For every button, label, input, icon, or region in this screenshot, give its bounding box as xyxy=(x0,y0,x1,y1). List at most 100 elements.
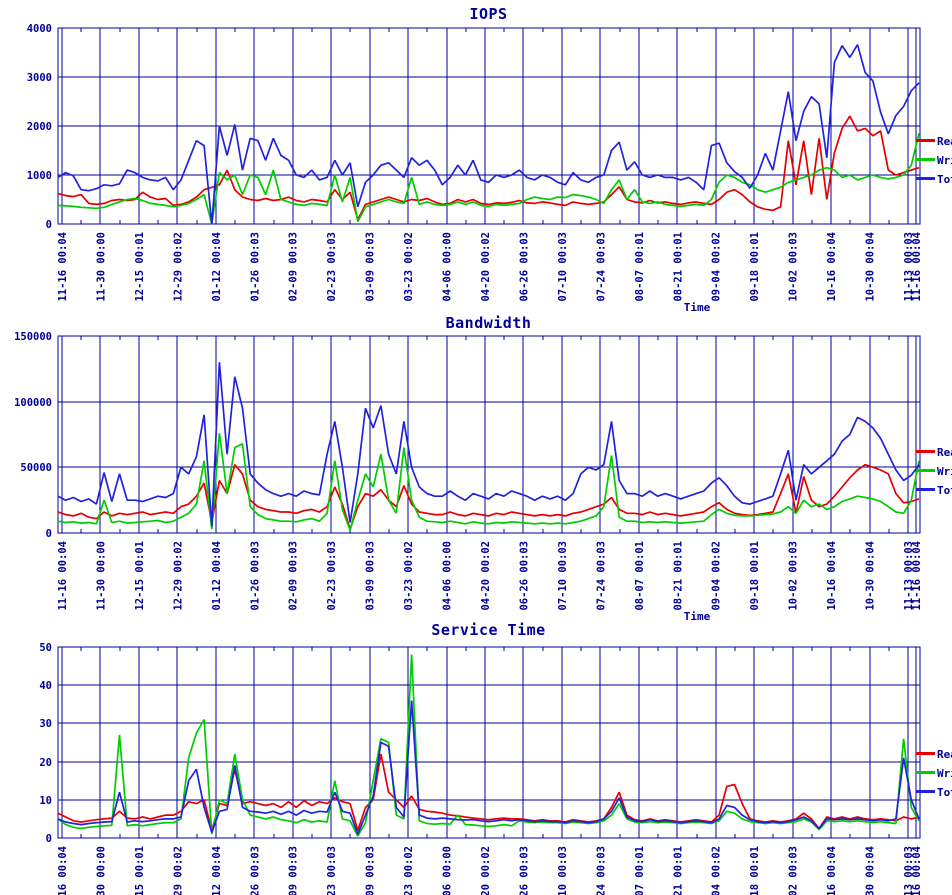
legend-item-write-bandwidth: Write xyxy=(916,466,952,478)
svg-text:07-10 00:03: 07-10 00:03 xyxy=(557,846,569,895)
legend-label-write: Write xyxy=(937,154,952,167)
svg-text:08-07 00:01: 08-07 00:01 xyxy=(634,232,646,302)
svg-text:3000: 3000 xyxy=(27,72,52,84)
svg-text:0: 0 xyxy=(46,219,52,231)
svg-text:09-18 00:01: 09-18 00:01 xyxy=(749,846,761,895)
svg-text:10-30 00:04: 10-30 00:04 xyxy=(865,846,877,895)
svg-text:12-15 00:01: 12-15 00:01 xyxy=(134,541,146,611)
svg-text:12-15 00:01: 12-15 00:01 xyxy=(134,232,146,302)
svg-text:50000: 50000 xyxy=(20,462,52,474)
legend-item-write-iops: Write xyxy=(916,155,952,167)
svg-text:09-04 00:02: 09-04 00:02 xyxy=(711,846,723,895)
legend-item-read-service-time: Read xyxy=(916,749,952,761)
svg-text:10-02 00:03: 10-02 00:03 xyxy=(788,232,800,302)
chart-title-service-time: Service Time xyxy=(431,621,546,639)
svg-text:01-26 00:03: 01-26 00:03 xyxy=(249,846,261,895)
svg-text:11-30 00:00: 11-30 00:00 xyxy=(95,541,107,611)
svg-text:100000: 100000 xyxy=(14,397,52,409)
read-line-swatch-icon xyxy=(916,450,935,453)
x-axis-label-time-iops: Time xyxy=(683,301,711,314)
svg-text:03-09 00:03: 03-09 00:03 xyxy=(365,232,377,302)
svg-text:04-06 00:00: 04-06 00:00 xyxy=(442,541,454,611)
svg-text:03-09 00:03: 03-09 00:03 xyxy=(365,846,377,895)
svg-text:02-09 00:03: 02-09 00:03 xyxy=(288,541,300,611)
svg-text:01-26 00:03: 01-26 00:03 xyxy=(249,541,261,611)
svg-text:20: 20 xyxy=(39,757,52,769)
svg-text:11-30 00:00: 11-30 00:00 xyxy=(95,846,107,895)
legend-item-total-iops: Total xyxy=(916,174,952,186)
svg-text:10: 10 xyxy=(39,795,52,807)
svg-text:06-26 00:03: 06-26 00:03 xyxy=(518,541,530,611)
write-line-swatch-icon xyxy=(916,469,935,472)
svg-text:10-02 00:03: 10-02 00:03 xyxy=(788,846,800,895)
read-line-swatch-icon xyxy=(916,139,935,142)
svg-text:50: 50 xyxy=(39,642,52,654)
svg-text:09-18 00:01: 09-18 00:01 xyxy=(749,541,761,611)
svg-text:10-16 00:04: 10-16 00:04 xyxy=(826,541,838,611)
svg-text:07-24 00:03: 07-24 00:03 xyxy=(595,232,607,302)
svg-text:07-10 00:03: 07-10 00:03 xyxy=(557,232,569,302)
svg-text:02-23 00:03: 02-23 00:03 xyxy=(326,541,338,611)
svg-text:08-21 00:01: 08-21 00:01 xyxy=(672,846,684,895)
legend-item-write-service-time: Write xyxy=(916,768,952,780)
svg-text:30: 30 xyxy=(39,718,52,730)
svg-text:0: 0 xyxy=(46,528,52,540)
svg-text:12-29 00:02: 12-29 00:02 xyxy=(172,541,184,611)
write-line-swatch-icon xyxy=(916,771,935,774)
svg-text:02-23 00:03: 02-23 00:03 xyxy=(326,846,338,895)
svg-text:02-09 00:03: 02-09 00:03 xyxy=(288,846,300,895)
svg-text:11-16 00:04: 11-16 00:04 xyxy=(57,846,69,895)
svg-text:10-30 00:04: 10-30 00:04 xyxy=(865,232,877,302)
svg-text:03-23 00:02: 03-23 00:02 xyxy=(403,232,415,302)
legend-label-total: Total xyxy=(937,484,952,497)
svg-text:03-23 00:02: 03-23 00:02 xyxy=(403,541,415,611)
legend-label-read: Read xyxy=(937,748,952,761)
legend-label-total: Total xyxy=(937,173,952,186)
svg-text:12-29 00:02: 12-29 00:02 xyxy=(172,846,184,895)
legend-label-write: Write xyxy=(937,767,952,780)
svg-text:04-06 00:00: 04-06 00:00 xyxy=(442,846,454,895)
svg-text:11-16 00:04: 11-16 00:04 xyxy=(57,541,69,611)
svg-text:04-06 00:00: 04-06 00:00 xyxy=(442,232,454,302)
svg-text:0: 0 xyxy=(46,833,52,845)
svg-text:2000: 2000 xyxy=(27,121,52,133)
total-line-swatch-icon xyxy=(916,790,935,793)
svg-text:06-26 00:03: 06-26 00:03 xyxy=(518,846,530,895)
read-line-swatch-icon xyxy=(916,752,935,755)
legend-item-read-iops: Read xyxy=(916,136,952,148)
svg-text:09-04 00:02: 09-04 00:02 xyxy=(711,541,723,611)
svg-text:03-23 00:02: 03-23 00:02 xyxy=(403,846,415,895)
legend-label-read: Read xyxy=(937,446,952,459)
svg-text:12-15 00:01: 12-15 00:01 xyxy=(134,846,146,895)
svg-text:10-16 00:04: 10-16 00:04 xyxy=(826,846,838,895)
svg-text:04-20 00:02: 04-20 00:02 xyxy=(480,232,492,302)
svg-text:01-12 00:04: 01-12 00:04 xyxy=(211,232,223,302)
svg-text:02-23 00:03: 02-23 00:03 xyxy=(326,232,338,302)
svg-text:4000: 4000 xyxy=(27,23,52,35)
svg-text:07-10 00:03: 07-10 00:03 xyxy=(557,541,569,611)
legend-item-total-bandwidth: Total xyxy=(916,485,952,497)
svg-text:11-13 00:03: 11-13 00:03 xyxy=(903,846,915,895)
svg-text:12-29 00:02: 12-29 00:02 xyxy=(172,232,184,302)
legend-item-total-service-time: Total xyxy=(916,787,952,799)
svg-text:11-16 00:04: 11-16 00:04 xyxy=(911,541,923,611)
chart-title-bandwidth: Bandwidth xyxy=(445,314,532,332)
svg-text:08-07 00:01: 08-07 00:01 xyxy=(634,541,646,611)
svg-text:1000: 1000 xyxy=(27,170,52,182)
legend-label-read: Read xyxy=(937,135,952,148)
svg-text:03-09 00:03: 03-09 00:03 xyxy=(365,541,377,611)
svg-text:40: 40 xyxy=(39,680,52,692)
svg-text:01-12 00:04: 01-12 00:04 xyxy=(211,846,223,895)
svg-text:10-30 00:04: 10-30 00:04 xyxy=(865,541,877,611)
svg-text:11-16 00:04: 11-16 00:04 xyxy=(911,846,923,895)
legend-item-read-bandwidth: Read xyxy=(916,447,952,459)
x-axis-label-time-bandwidth: Time xyxy=(683,610,711,623)
svg-text:07-24 00:03: 07-24 00:03 xyxy=(595,846,607,895)
svg-text:01-26 00:03: 01-26 00:03 xyxy=(249,232,261,302)
svg-text:08-21 00:01: 08-21 00:01 xyxy=(672,541,684,611)
svg-text:150000: 150000 xyxy=(14,331,52,343)
svg-text:10-16 00:04: 10-16 00:04 xyxy=(826,232,838,302)
svg-text:11-16 00:04: 11-16 00:04 xyxy=(57,232,69,302)
svg-text:08-21 00:01: 08-21 00:01 xyxy=(672,232,684,302)
